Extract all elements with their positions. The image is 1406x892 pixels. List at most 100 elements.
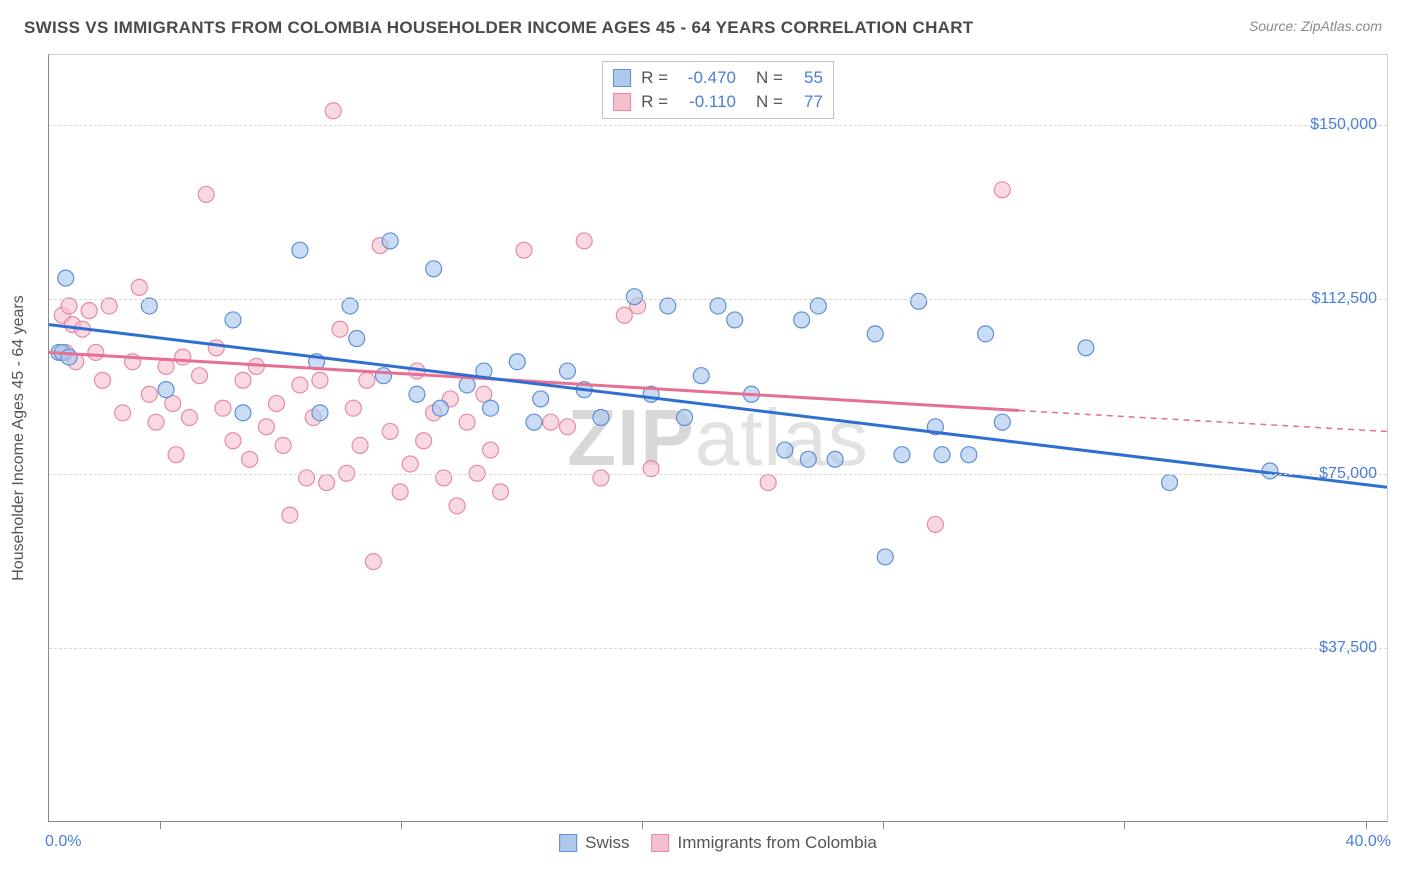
data-point-colombia [359,372,375,388]
data-point-colombia [115,405,131,421]
data-point-colombia [198,186,214,202]
data-point-colombia [436,470,452,486]
data-point-colombia [352,437,368,453]
n-label: N = [756,90,783,114]
n-label: N = [756,66,783,90]
data-point-colombia [325,103,341,119]
data-point-colombia [168,447,184,463]
data-point-colombia [181,410,197,426]
data-point-colombia [235,372,251,388]
data-point-colombia [760,475,776,491]
legend-stat-row-swiss: R =-0.470N =55 [613,66,823,90]
swatch-colombia [652,834,670,852]
data-point-swiss [349,331,365,347]
trendline-extend-colombia [1019,411,1387,432]
data-point-colombia [131,279,147,295]
data-point-swiss [994,414,1010,430]
data-point-swiss [432,400,448,416]
chart-frame: ZIPatlas Householder Income Ages 45 - 64… [48,54,1388,822]
legend-label: Immigrants from Colombia [678,833,877,853]
x-tick [1366,821,1367,829]
data-point-swiss [777,442,793,458]
data-point-swiss [626,289,642,305]
data-point-colombia [994,182,1010,198]
data-point-swiss [158,382,174,398]
data-point-colombia [242,451,258,467]
data-point-swiss [911,293,927,309]
data-point-colombia [148,414,164,430]
data-point-swiss [342,298,358,314]
data-point-swiss [292,242,308,258]
data-point-colombia [459,414,475,430]
gridline [49,648,1387,649]
gridline [49,125,1387,126]
gridline [49,474,1387,475]
data-point-colombia [215,400,231,416]
data-point-colombia [576,233,592,249]
gridline [49,299,1387,300]
data-point-swiss [533,391,549,407]
r-value: -0.470 [678,66,736,90]
chart-title: SWISS VS IMMIGRANTS FROM COLOMBIA HOUSEH… [24,18,973,38]
data-point-swiss [526,414,542,430]
x-tick [1124,821,1125,829]
data-point-swiss [810,298,826,314]
data-point-colombia [61,298,77,314]
data-point-swiss [61,349,77,365]
data-point-colombia [345,400,361,416]
data-point-swiss [312,405,328,421]
data-point-colombia [483,442,499,458]
data-point-colombia [416,433,432,449]
data-point-colombia [402,456,418,472]
data-point-colombia [81,303,97,319]
x-axis-max-label: 40.0% [1346,833,1391,851]
data-point-swiss [382,233,398,249]
data-point-colombia [365,554,381,570]
legend-label: Swiss [585,833,629,853]
swatch-swiss [613,69,631,87]
legend-bottom: Swiss Immigrants from Colombia [559,833,877,853]
data-point-colombia [449,498,465,514]
data-point-swiss [877,549,893,565]
scatter-plot [49,55,1387,822]
data-point-colombia [268,396,284,412]
data-point-swiss [225,312,241,328]
legend-stats-box: R =-0.470N =55R =-0.110N =77 [602,61,834,119]
data-point-swiss [141,298,157,314]
data-point-colombia [312,372,328,388]
data-point-colombia [382,423,398,439]
source-attribution: Source: ZipAtlas.com [1249,18,1382,34]
data-point-swiss [867,326,883,342]
x-tick [642,821,643,829]
data-point-colombia [516,242,532,258]
data-point-colombia [392,484,408,500]
data-point-colombia [192,368,208,384]
data-point-colombia [88,344,104,360]
r-label: R = [641,66,668,90]
data-point-colombia [101,298,117,314]
data-point-colombia [275,437,291,453]
x-tick [160,821,161,829]
y-tick-label: $75,000 [1319,465,1377,483]
data-point-colombia [616,307,632,323]
data-point-colombia [319,475,335,491]
legend-item-swiss: Swiss [559,833,629,853]
x-axis-min-label: 0.0% [45,833,81,851]
data-point-swiss [58,270,74,286]
data-point-swiss [978,326,994,342]
legend-item-colombia: Immigrants from Colombia [652,833,877,853]
y-tick-label: $112,500 [1311,290,1377,308]
x-tick [401,821,402,829]
data-point-swiss [376,368,392,384]
data-point-colombia [332,321,348,337]
r-value: -0.110 [678,90,736,114]
data-point-colombia [141,386,157,402]
data-point-colombia [292,377,308,393]
data-point-swiss [727,312,743,328]
data-point-colombia [175,349,191,365]
data-point-swiss [235,405,251,421]
data-point-swiss [1162,475,1178,491]
data-point-swiss [459,377,475,393]
data-point-colombia [258,419,274,435]
data-point-swiss [593,410,609,426]
